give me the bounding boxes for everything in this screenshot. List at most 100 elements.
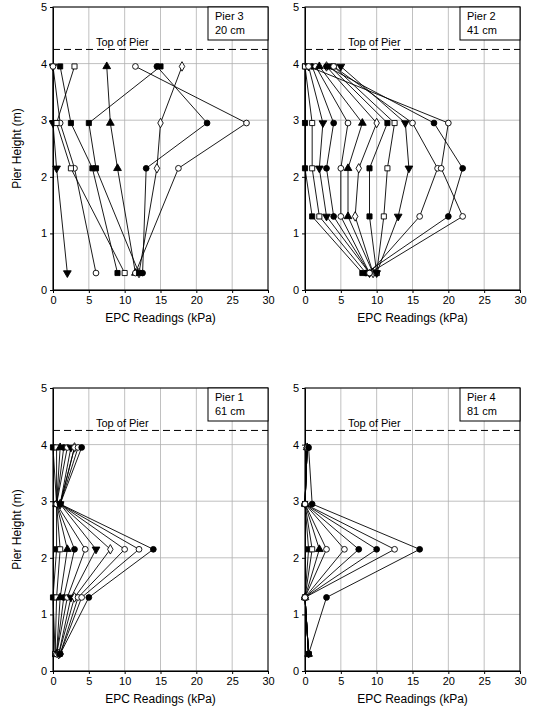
tick-label: 3 xyxy=(41,114,47,126)
series-line xyxy=(330,66,387,273)
grid-line xyxy=(53,501,268,502)
grid-line xyxy=(305,501,520,502)
grid-line xyxy=(53,557,268,558)
series-line xyxy=(305,447,359,654)
data-area xyxy=(301,443,422,657)
marker xyxy=(358,119,366,126)
marker xyxy=(303,443,311,450)
panel: 051015202530012345Top of PierPier 161 cm… xyxy=(10,382,275,706)
title: Pier 4 xyxy=(467,391,496,403)
marker xyxy=(136,546,142,552)
marker xyxy=(57,651,63,657)
marker xyxy=(79,595,85,601)
tick-label: 30 xyxy=(262,675,274,687)
marker xyxy=(315,166,323,173)
tick-label: 2 xyxy=(41,552,47,564)
tick-label: 3 xyxy=(41,495,47,507)
tick: 25 xyxy=(479,671,491,687)
marker xyxy=(306,651,311,656)
tick-label: 0 xyxy=(302,675,308,687)
series-line xyxy=(305,66,366,273)
tick: 15 xyxy=(407,671,419,687)
tick: 5 xyxy=(338,671,344,687)
y-axis-title: Pier Height (m) xyxy=(10,108,24,189)
tick: 5 xyxy=(293,1,305,13)
tick: 30 xyxy=(262,671,274,687)
marker xyxy=(344,164,352,171)
marker xyxy=(385,166,390,171)
data-area xyxy=(49,62,249,278)
series-line xyxy=(309,66,370,273)
tick: 5 xyxy=(293,382,305,394)
tick-label: 10 xyxy=(119,675,131,687)
marker xyxy=(302,166,307,171)
marker xyxy=(79,445,85,451)
marker xyxy=(302,120,307,125)
marker xyxy=(306,651,312,657)
tick-label: 5 xyxy=(41,382,47,394)
series-line xyxy=(60,447,139,654)
marker xyxy=(302,501,308,507)
tick: 1 xyxy=(293,227,305,239)
marker xyxy=(50,64,56,70)
tick-label: 5 xyxy=(293,1,299,13)
marker xyxy=(367,214,372,219)
series-line xyxy=(59,447,96,654)
marker xyxy=(324,64,330,70)
marker xyxy=(331,64,336,69)
tick-label: 4 xyxy=(41,58,47,70)
title-box xyxy=(460,7,520,40)
reference-line xyxy=(53,430,268,431)
marker xyxy=(302,595,308,601)
marker xyxy=(302,501,307,506)
tick: 0 xyxy=(293,665,305,677)
title: Pier 3 xyxy=(215,10,244,22)
series-line xyxy=(309,66,463,273)
series-line xyxy=(319,66,373,273)
data-area xyxy=(50,443,156,659)
marker xyxy=(58,64,63,69)
grid-line xyxy=(160,7,161,290)
title-box xyxy=(208,388,268,421)
marker xyxy=(302,595,307,600)
tick-label: 25 xyxy=(479,294,491,306)
marker xyxy=(306,651,312,657)
tick-label: 10 xyxy=(371,675,383,687)
marker xyxy=(86,120,91,125)
tick: 0 xyxy=(293,284,305,296)
marker xyxy=(306,651,311,656)
marker xyxy=(431,120,437,126)
marker xyxy=(302,501,308,507)
tick: 25 xyxy=(479,290,491,306)
y-axis-title: Pier Height (m) xyxy=(10,489,24,570)
grid-line xyxy=(305,176,520,177)
marker xyxy=(204,120,210,126)
subtitle: 81 cm xyxy=(467,405,497,417)
marker xyxy=(352,212,357,221)
plot-frame xyxy=(305,7,520,290)
series-line xyxy=(143,66,207,273)
series-line xyxy=(327,66,463,273)
tick-label: 4 xyxy=(293,58,299,70)
y-axis: 012345 xyxy=(41,1,54,296)
tick: 30 xyxy=(514,290,526,306)
marker xyxy=(63,271,71,278)
marker xyxy=(310,166,315,171)
marker xyxy=(54,120,59,125)
marker xyxy=(310,214,315,219)
marker xyxy=(133,64,139,70)
tick: 10 xyxy=(371,290,383,306)
marker xyxy=(381,214,386,219)
x-axis: 051015202530 xyxy=(50,671,274,687)
tick: 4 xyxy=(293,439,305,451)
marker xyxy=(68,166,73,171)
y-axis: 012345 xyxy=(293,382,306,677)
marker xyxy=(317,214,322,219)
grid-line xyxy=(160,388,161,671)
title-box xyxy=(208,7,268,40)
grid-line xyxy=(53,444,268,445)
marker xyxy=(323,214,331,221)
tick-label: 10 xyxy=(371,294,383,306)
tick: 20 xyxy=(443,290,455,306)
tick-label: 0 xyxy=(41,284,47,296)
